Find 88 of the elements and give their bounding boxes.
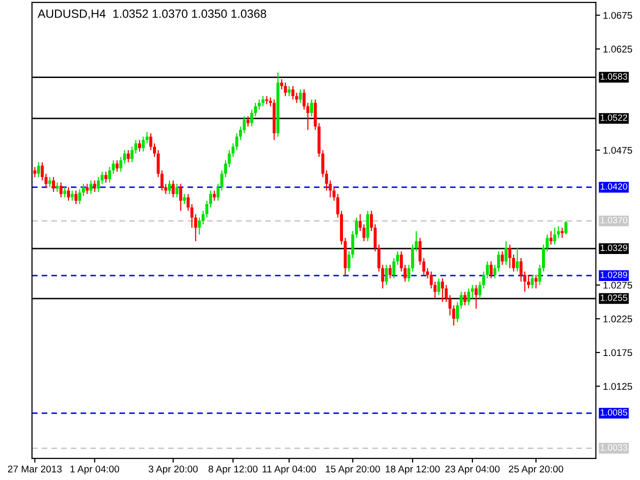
- x-tick-label: 8 Apr 12:00: [208, 466, 258, 474]
- ref-line-label: 1.0329: [600, 244, 628, 252]
- ref-line-label: 1.0255: [600, 294, 628, 301]
- candlestick: [66, 186, 70, 202]
- candlestick: [527, 274, 530, 289]
- candlestick: [78, 188, 82, 205]
- candlestick: [470, 284, 474, 300]
- candlestick: [284, 82, 287, 97]
- candlestick: [516, 247, 519, 272]
- x-tick-label: 11 Apr 04:00: [262, 466, 316, 474]
- candlestick: [37, 162, 40, 178]
- candlestick: [104, 171, 108, 184]
- candlestick: [414, 230, 418, 252]
- candlestick: [168, 180, 171, 195]
- candlestick: [302, 88, 306, 110]
- candlestick: [212, 190, 216, 202]
- ref-line-label: 1.0583: [600, 73, 628, 80]
- candlestick: [59, 182, 62, 198]
- candlestick: [216, 183, 220, 202]
- candlestick: [74, 190, 78, 205]
- candlestick: [504, 240, 508, 266]
- candlestick: [175, 183, 178, 198]
- x-tick-label: 27 Mar 2013: [8, 466, 62, 472]
- candlestick: [89, 180, 92, 195]
- y-tick-label: 1.0125: [604, 382, 632, 390]
- candlestick: [182, 193, 186, 205]
- ref-line-label: 1.0522: [600, 114, 628, 121]
- candlestick: [280, 78, 284, 90]
- candlestick: [126, 150, 130, 163]
- y-tick-label: 1.0175: [604, 349, 632, 356]
- candlestick: [500, 250, 504, 266]
- candlestick: [463, 291, 466, 306]
- candlestick: [112, 160, 115, 174]
- candlestick: [246, 116, 250, 128]
- text: AUDUSD,H4 1.0352 1.0370 1.0350 1.0368: [38, 10, 266, 20]
- candlestick: [467, 288, 470, 306]
- candlestick: [553, 227, 556, 246]
- y-tick-label: 1.0275: [604, 282, 632, 289]
- candlestick: [306, 102, 310, 130]
- y-tick-label: 1.0625: [604, 46, 632, 53]
- candlestick: [534, 274, 538, 289]
- ref-line-label: 1.0420: [600, 183, 628, 190]
- candlestick: [291, 85, 294, 100]
- candlestick: [250, 109, 254, 128]
- ref-line-label: 1.0289: [600, 272, 628, 278]
- candlestick: [549, 230, 552, 246]
- candlestick: [388, 264, 392, 279]
- y-tick-label: 1.0475: [604, 146, 632, 154]
- candlestick: [564, 220, 568, 235]
- x-tick-label: 1 Apr 04:00: [70, 466, 120, 474]
- candlestick: [82, 183, 85, 197]
- candlestick: [486, 260, 489, 279]
- candlestick: [261, 96, 264, 107]
- candlestick: [70, 190, 74, 202]
- x-tick-label: 25 Apr 20:00: [508, 466, 564, 474]
- x-tick-label: 23 Apr 04:00: [445, 466, 500, 474]
- candlestick: [366, 210, 370, 242]
- candlestick: [63, 186, 66, 198]
- candlestick: [384, 264, 388, 286]
- candlestick: [474, 284, 478, 310]
- candlestick: [86, 183, 89, 195]
- x-tick-label: 3 Apr 20:00: [148, 466, 198, 474]
- candlestick: [179, 183, 182, 212]
- candlestick: [142, 136, 145, 152]
- candlestick: [172, 180, 175, 198]
- x-tick-label: 18 Apr 12:00: [386, 466, 440, 474]
- candlestick: [310, 98, 314, 117]
- candlestick: [530, 274, 534, 289]
- candlestick: [508, 244, 512, 269]
- candlestick: [186, 193, 190, 212]
- candlestick: [265, 96, 268, 105]
- candlestick: [560, 227, 564, 238]
- candlestick: [52, 176, 55, 193]
- x-tick-label: 15 Apr 20:00: [326, 466, 380, 474]
- candlestick: [116, 160, 119, 172]
- ref-line-label: 1.0085: [600, 409, 628, 416]
- candlestick: [33, 166, 36, 178]
- candlestick: [298, 88, 302, 104]
- candlestick: [138, 139, 142, 152]
- candlestick: [288, 85, 291, 97]
- candlestick: [93, 180, 96, 193]
- y-tick-label: 1.0675: [604, 12, 632, 19]
- candlestick: [242, 116, 246, 134]
- candlestick: [108, 166, 112, 184]
- candlestick: [440, 278, 444, 302]
- candlestick: [48, 176, 52, 188]
- y-tick-label: 1.0225: [604, 316, 632, 322]
- candlestick: [490, 260, 493, 279]
